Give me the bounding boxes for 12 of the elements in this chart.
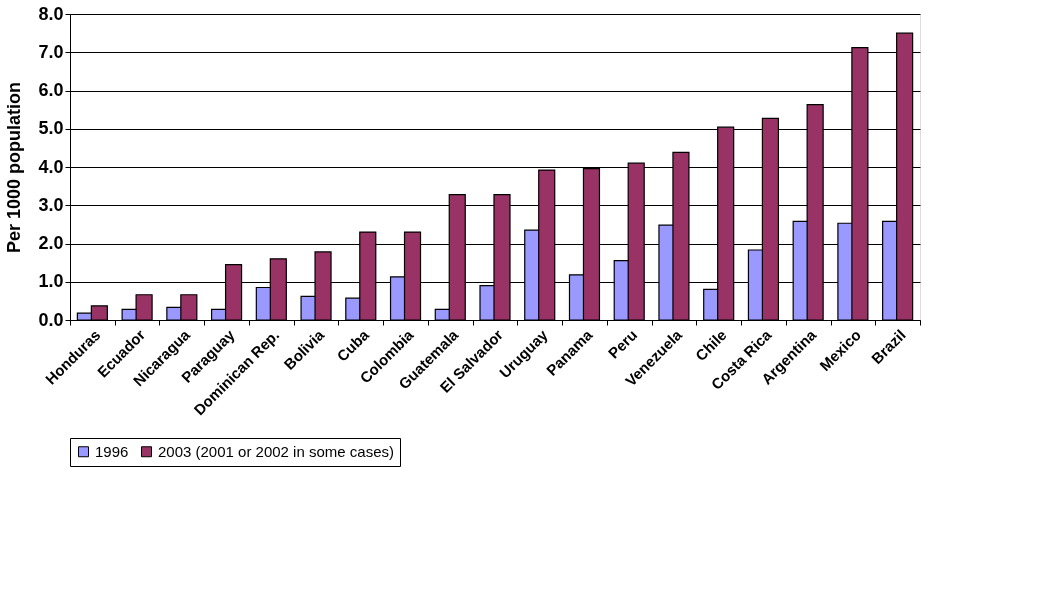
y-tick-label: 0.0 xyxy=(38,309,64,330)
legend-label: 2003 (2001 or 2002 in some cases) xyxy=(158,442,394,460)
y-tick-label: 4.0 xyxy=(38,156,64,177)
y-tick-label: 8.0 xyxy=(38,3,64,24)
y-tick-label: 6.0 xyxy=(38,80,64,100)
legend-label: 1996 xyxy=(95,442,129,460)
y-axis-title: Per 1000 population xyxy=(4,81,25,254)
y-tick-label: 5.0 xyxy=(38,118,64,139)
y-tick-label: 2.0 xyxy=(38,233,64,253)
y-tick-label: 7.0 xyxy=(38,41,64,62)
y-tick-label: 3.0 xyxy=(38,194,64,215)
y-tick-label: 1.0 xyxy=(38,271,64,292)
